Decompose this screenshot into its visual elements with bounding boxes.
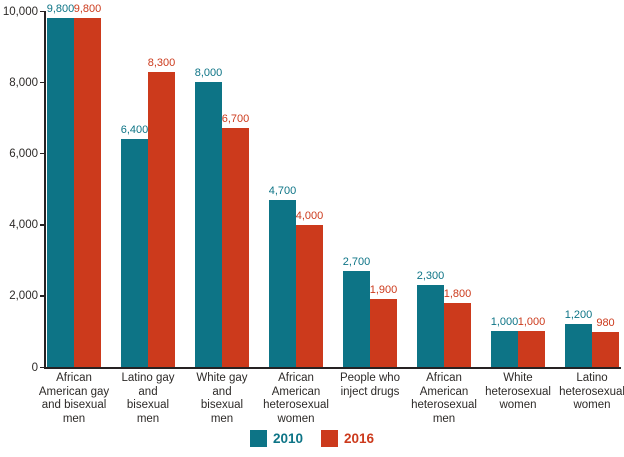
bar-value-label-2010: 2,300	[416, 270, 445, 283]
bar-2010	[47, 18, 74, 367]
category-label: White heterosexual women	[485, 372, 551, 411]
legend-swatch-2010	[249, 430, 267, 447]
bar-value-label-2010: 9,800	[46, 3, 75, 16]
legend-swatch-2016	[321, 430, 338, 447]
y-axis-tick	[40, 152, 45, 155]
bar-2016	[370, 299, 397, 367]
category-label: African American heterosexual women	[263, 372, 329, 425]
bar-value-label-2016: 1,900	[369, 284, 398, 297]
legend-item-2010: 2010	[249, 430, 303, 447]
bar-value-label-2010: 8,000	[194, 67, 223, 80]
bar-value-label-2010: 4,700	[268, 184, 297, 197]
bar-2016	[592, 332, 619, 367]
category-label: African American heterosexual men	[411, 372, 477, 425]
y-axis-tick	[40, 81, 45, 84]
y-axis-tick	[40, 224, 45, 226]
bar-value-label-2016: 8,300	[147, 56, 176, 69]
category-label: White gay and bisexual men	[196, 372, 248, 425]
bar-2016	[74, 18, 101, 367]
y-axis-tick-label: 4,000	[9, 219, 38, 232]
bar-value-label-2016: 9,800	[73, 3, 102, 16]
bar-2010	[121, 139, 148, 367]
y-axis-tick-label: 2,000	[9, 290, 38, 303]
bar-2016	[148, 71, 175, 367]
category-label: People who inject drugs	[339, 372, 401, 398]
bar-value-label-2010: 6,400	[120, 124, 149, 137]
bar-2016	[444, 302, 471, 367]
legend: 2010 2016	[0, 430, 624, 447]
y-axis-tick-label: 8,000	[9, 76, 38, 89]
y-axis-tick-label: 6,000	[9, 147, 38, 160]
category-label: Latino gay and bisexual men	[121, 372, 175, 425]
y-axis	[44, 11, 46, 369]
bar-2010	[195, 82, 222, 367]
bar-2010	[491, 331, 518, 367]
y-axis-tick-label: 0	[31, 361, 38, 374]
bar-value-label-2016: 980	[596, 317, 615, 330]
bar-2010	[343, 270, 370, 367]
bar-value-label-2016: 1,800	[443, 287, 472, 300]
bar-2010	[269, 199, 296, 367]
bar-2010	[565, 324, 592, 367]
bar-value-label-2016: 6,700	[221, 113, 250, 126]
bar-value-label-2010: 1,200	[564, 309, 593, 322]
bar-2016	[296, 224, 323, 367]
legend-label-2010: 2010	[272, 431, 303, 446]
bar-2016	[222, 128, 249, 367]
bar-2016	[518, 331, 545, 367]
y-axis-tick	[40, 295, 45, 297]
legend-label-2016: 2016	[344, 431, 375, 446]
bar-value-label-2010: 2,700	[342, 255, 371, 268]
y-axis-tick	[40, 10, 45, 12]
y-axis-tick	[40, 366, 45, 368]
category-label: African American gay and bisexual men	[38, 372, 110, 425]
x-axis	[44, 367, 621, 369]
bar-value-label-2010: 1,000	[490, 316, 519, 329]
y-axis-tick-label: 10,000	[2, 5, 38, 18]
bar-value-label-2016: 4,000	[295, 209, 324, 222]
category-label: Latino heterosexual women	[559, 372, 624, 411]
legend-item-2016: 2016	[321, 430, 374, 447]
bar-value-label-2016: 1,000	[517, 316, 546, 329]
bar-2010	[417, 285, 444, 367]
